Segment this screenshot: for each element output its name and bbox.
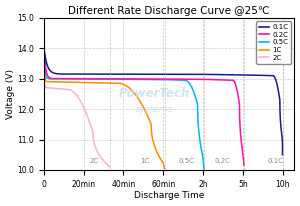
0.2C xyxy=(241,153,245,155)
0.5C xyxy=(187,81,190,84)
Line: 0.1C: 0.1C xyxy=(44,48,283,155)
Text: systems: systems xyxy=(136,105,173,114)
2C xyxy=(106,164,110,166)
2C xyxy=(94,146,98,149)
Text: 0.2C: 0.2C xyxy=(215,158,231,164)
2C xyxy=(46,87,49,89)
1C xyxy=(139,102,143,104)
0.1C xyxy=(281,141,284,143)
Line: 0.5C: 0.5C xyxy=(44,42,204,170)
0.5C xyxy=(202,160,205,162)
2C xyxy=(74,93,78,96)
0.1C xyxy=(238,74,241,76)
0.2C xyxy=(242,164,246,167)
Text: PowerTech: PowerTech xyxy=(118,87,190,100)
Title: Different Rate Discharge Curve @25℃: Different Rate Discharge Curve @25℃ xyxy=(68,6,270,16)
Text: 0.5C: 0.5C xyxy=(178,158,194,164)
Line: 2C: 2C xyxy=(44,73,110,167)
0.5C xyxy=(202,160,205,162)
0.5C xyxy=(156,78,160,81)
0.1C xyxy=(266,74,269,77)
Y-axis label: Voltage (V): Voltage (V) xyxy=(6,69,15,119)
1C xyxy=(163,167,166,170)
0.1C xyxy=(281,140,284,143)
2C xyxy=(108,166,111,168)
0.2C xyxy=(206,78,210,81)
Line: 1C: 1C xyxy=(44,48,164,169)
0.2C xyxy=(42,44,46,46)
0.1C xyxy=(281,153,284,156)
Text: 0.1C: 0.1C xyxy=(267,158,283,164)
Line: 0.2C: 0.2C xyxy=(44,45,244,165)
Legend: 0.1C, 0.2C, 0.5C, 1C, 2C: 0.1C, 0.2C, 0.5C, 1C, 2C xyxy=(256,21,291,64)
2C xyxy=(72,91,76,94)
1C xyxy=(102,82,106,84)
0.5C xyxy=(42,41,46,43)
0.1C xyxy=(42,47,46,49)
1C xyxy=(99,82,102,84)
0.5C xyxy=(162,78,166,81)
1C xyxy=(42,47,46,49)
1C xyxy=(162,163,165,165)
1C xyxy=(161,162,165,165)
0.2C xyxy=(241,153,245,156)
0.5C xyxy=(55,77,58,80)
0.2C xyxy=(208,78,211,81)
0.2C xyxy=(229,79,232,81)
0.5C xyxy=(202,169,206,171)
2C xyxy=(42,71,46,74)
Text: 1C: 1C xyxy=(141,158,150,164)
0.1C xyxy=(241,74,245,76)
1C xyxy=(48,81,52,83)
2C xyxy=(106,164,110,166)
0.1C xyxy=(105,73,109,75)
0.2C xyxy=(74,77,77,80)
Text: 2C: 2C xyxy=(89,158,98,164)
X-axis label: Discharge Time: Discharge Time xyxy=(134,191,204,200)
